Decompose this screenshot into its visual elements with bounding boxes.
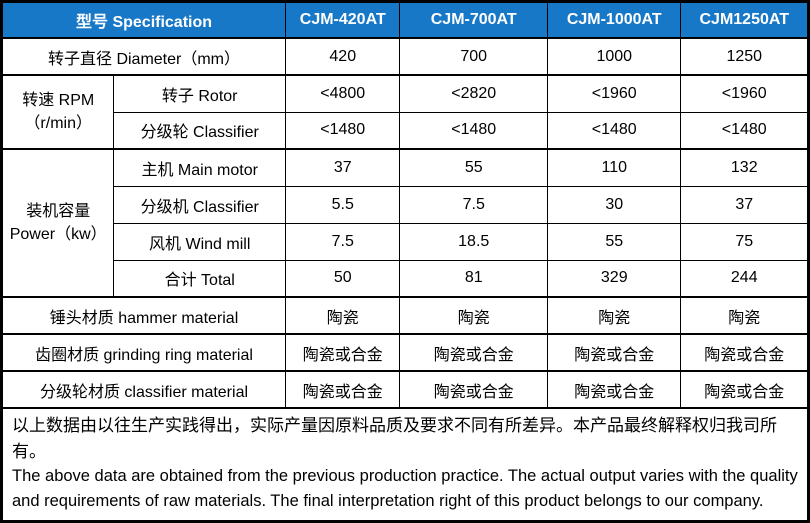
value-cell: 244	[680, 259, 809, 298]
value-cell: 75	[680, 222, 809, 261]
group-label-power-line2: Power（kw）	[9, 226, 107, 243]
value-cell: <1480	[546, 111, 682, 150]
value-cell: 陶瓷	[680, 296, 809, 335]
sub-label-total: 合计 Total	[113, 259, 287, 298]
row-power-main-motor: 装机容量 Power（kw） 主机 Main motor 37 55 110 1…	[0, 148, 809, 298]
value-cell: <1960	[680, 74, 809, 113]
row-diameter: 转子直径 Diameter（mm） 420 700 1000 1250	[0, 37, 809, 76]
footer-note-zh: 以上数据由以往生产实践得出，实际产量因原料品质及要求不同有所差异。本产品最终解释…	[12, 416, 777, 461]
value-cell: 329	[546, 259, 682, 298]
row-rpm-classifier: 分级轮 Classifier <1480 <1480 <1480 <1480	[2, 111, 809, 150]
row-grinding-ring-material: 齿圈材质 grinding ring material 陶瓷或合金 陶瓷或合金 …	[0, 333, 809, 372]
value-cell: 陶瓷或合金	[285, 370, 401, 409]
sub-label-classifier-wheel: 分级轮 Classifier	[113, 111, 287, 150]
group-label-power: 装机容量 Power（kw）	[0, 148, 115, 298]
footer-note-en: The above data are obtained from the pre…	[12, 467, 798, 510]
value-cell: 132	[680, 148, 809, 187]
value-cell: <2820	[399, 74, 548, 113]
value-cell: 81	[399, 259, 548, 298]
value-cell: 420	[285, 37, 401, 76]
value-cell: <1480	[399, 111, 548, 150]
value-cell: 37	[680, 185, 809, 224]
value-cell: 陶瓷或合金	[399, 333, 548, 372]
header-model-cjm-1000at: CJM-1000AT	[546, 1, 682, 39]
value-cell: 18.5	[399, 222, 548, 261]
row-label-hammer-material: 锤头材质 hammer material	[0, 296, 287, 335]
value-cell: 陶瓷或合金	[546, 333, 682, 372]
row-power-total: 合计 Total 50 81 329 244	[2, 259, 809, 298]
value-cell: 陶瓷或合金	[546, 370, 682, 409]
value-cell: <1960	[546, 74, 682, 113]
value-cell: 1000	[546, 37, 682, 76]
value-cell: 5.5	[285, 185, 401, 224]
value-cell: 7.5	[399, 185, 548, 224]
row-footer-note: 以上数据由以往生产实践得出，实际产量因原料品质及要求不同有所差异。本产品最终解释…	[1, 407, 809, 522]
value-cell: 陶瓷或合金	[680, 333, 809, 372]
value-cell: 7.5	[285, 222, 401, 261]
value-cell: 1250	[680, 37, 809, 76]
row-label-diameter: 转子直径 Diameter（mm）	[0, 37, 287, 76]
value-cell: <4800	[285, 74, 401, 113]
value-cell: <1480	[680, 111, 809, 150]
group-label-power-line1: 装机容量	[26, 202, 91, 220]
value-cell: 陶瓷或合金	[680, 370, 809, 409]
value-cell: 55	[546, 222, 682, 261]
value-cell: 陶瓷	[285, 296, 401, 335]
value-cell: <1480	[285, 111, 401, 150]
header-model-cjm-700at: CJM-700AT	[399, 1, 548, 39]
value-cell: 55	[399, 148, 548, 187]
sub-label-rotor: 转子 Rotor	[113, 74, 287, 113]
header-specification: 型号 Specification	[0, 1, 287, 39]
header-model-cjm1250at: CJM1250AT	[680, 1, 809, 39]
sub-label-wind-mill: 风机 Wind mill	[113, 222, 287, 261]
header-model-cjm-420at: CJM-420AT	[285, 1, 401, 39]
row-rpm-rotor: 转速 RPM （r/min） 转子 Rotor <4800 <2820 <196…	[0, 74, 809, 150]
row-label-grinding-ring-material: 齿圈材质 grinding ring material	[0, 333, 287, 372]
group-label-rpm-line1: 转速 RPM	[22, 91, 95, 109]
row-classifier-material: 分级轮材质 classifier material 陶瓷或合金 陶瓷或合金 陶瓷…	[0, 370, 809, 409]
value-cell: 37	[285, 148, 401, 187]
value-cell: 陶瓷或合金	[399, 370, 548, 409]
group-label-rpm-line2: （r/min）	[24, 115, 92, 132]
footer-note-cell: 以上数据由以往生产实践得出，实际产量因原料品质及要求不同有所差异。本产品最终解释…	[1, 407, 809, 522]
row-power-wind-mill: 风机 Wind mill 7.5 18.5 55 75	[2, 222, 809, 261]
value-cell: 700	[399, 37, 548, 76]
row-power-classifier: 分级机 Classifier 5.5 7.5 30 37	[2, 185, 809, 224]
row-label-classifier-material: 分级轮材质 classifier material	[0, 370, 287, 409]
value-cell: 110	[546, 148, 682, 187]
sub-label-main-motor: 主机 Main motor	[113, 148, 287, 187]
value-cell: 陶瓷	[546, 296, 682, 335]
value-cell: 50	[285, 259, 401, 298]
row-hammer-material: 锤头材质 hammer material 陶瓷 陶瓷 陶瓷 陶瓷	[0, 296, 809, 335]
group-label-rpm: 转速 RPM （r/min）	[0, 74, 115, 150]
sub-label-classifier-motor: 分级机 Classifier	[113, 185, 287, 224]
value-cell: 陶瓷或合金	[285, 333, 401, 372]
value-cell: 30	[546, 185, 682, 224]
header-row: 型号 Specification CJM-420AT CJM-700AT CJM…	[0, 1, 809, 39]
value-cell: 陶瓷	[399, 296, 548, 335]
